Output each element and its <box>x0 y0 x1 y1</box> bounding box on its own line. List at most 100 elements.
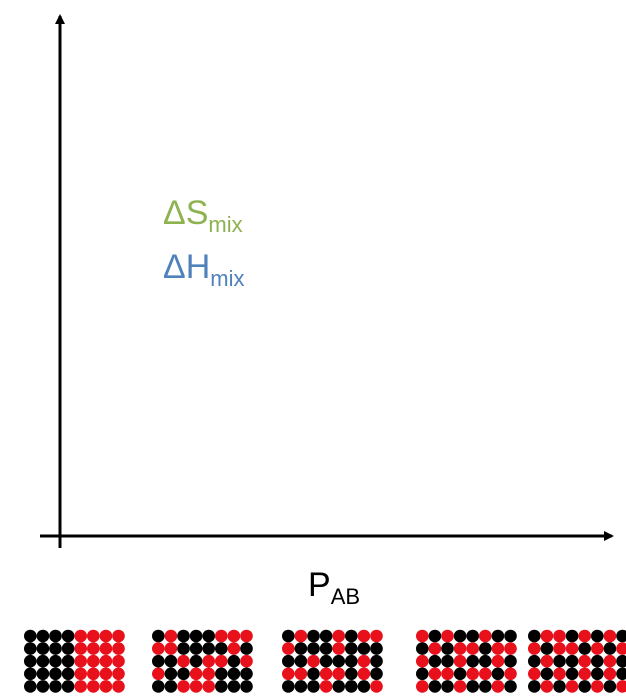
atom <box>165 680 178 693</box>
atom <box>228 630 241 643</box>
atom <box>441 668 454 681</box>
atom <box>416 668 429 681</box>
atom <box>479 655 492 668</box>
atom <box>479 642 492 655</box>
atom <box>74 630 87 643</box>
atom <box>370 668 383 681</box>
atom <box>528 680 541 693</box>
entropy-symbol: ΔS <box>163 194 208 232</box>
atom <box>479 630 492 643</box>
atom <box>282 680 295 693</box>
atom <box>190 642 203 655</box>
atom <box>295 642 308 655</box>
atom <box>215 655 228 668</box>
atom <box>62 668 75 681</box>
atom <box>370 630 383 643</box>
atom <box>282 642 295 655</box>
atom <box>441 655 454 668</box>
atom <box>202 642 215 655</box>
atom <box>591 642 604 655</box>
atom <box>504 642 517 655</box>
atom <box>454 655 467 668</box>
atom <box>100 655 113 668</box>
atom <box>578 642 591 655</box>
atom <box>240 680 253 693</box>
atom <box>320 680 333 693</box>
atom <box>282 668 295 681</box>
atom <box>152 680 165 693</box>
atom <box>604 655 617 668</box>
atom <box>441 630 454 643</box>
atom <box>492 668 505 681</box>
atom <box>553 680 566 693</box>
atom <box>24 642 37 655</box>
atom <box>165 668 178 681</box>
atom <box>332 630 345 643</box>
atom <box>202 668 215 681</box>
atom <box>416 680 429 693</box>
atom <box>190 680 203 693</box>
atom <box>553 630 566 643</box>
atom <box>616 668 626 681</box>
atom <box>591 668 604 681</box>
atom <box>454 642 467 655</box>
atom <box>358 680 371 693</box>
atom <box>49 680 62 693</box>
atom <box>202 655 215 668</box>
atom <box>541 668 554 681</box>
atom <box>307 668 320 681</box>
atom <box>566 655 579 668</box>
atom <box>492 642 505 655</box>
atom <box>295 655 308 668</box>
atom <box>228 655 241 668</box>
atom <box>528 668 541 681</box>
atom <box>553 668 566 681</box>
atom <box>100 630 113 643</box>
atom <box>466 642 479 655</box>
atom <box>100 680 113 693</box>
atom <box>541 655 554 668</box>
atom <box>87 655 100 668</box>
enthalpy-subscript: mix <box>210 266 244 291</box>
atom <box>37 630 50 643</box>
atom <box>504 655 517 668</box>
atom <box>578 630 591 643</box>
atom <box>320 630 333 643</box>
atom <box>345 642 358 655</box>
atom <box>62 630 75 643</box>
atom <box>152 630 165 643</box>
atom <box>62 655 75 668</box>
enthalpy-symbol: ΔH <box>163 248 210 286</box>
atom <box>87 630 100 643</box>
atom <box>112 642 125 655</box>
atom <box>112 655 125 668</box>
atom <box>429 668 442 681</box>
atom <box>152 655 165 668</box>
atom <box>152 668 165 681</box>
atom <box>616 655 626 668</box>
atom <box>504 680 517 693</box>
atom <box>177 630 190 643</box>
atom <box>358 642 371 655</box>
atom <box>165 642 178 655</box>
atom <box>100 668 113 681</box>
atom <box>528 642 541 655</box>
atom <box>152 642 165 655</box>
atom <box>74 668 87 681</box>
atom <box>492 630 505 643</box>
atom <box>295 680 308 693</box>
atom <box>112 680 125 693</box>
atom <box>165 630 178 643</box>
atom <box>466 655 479 668</box>
atom <box>553 642 566 655</box>
atom <box>307 680 320 693</box>
atom <box>416 630 429 643</box>
atom <box>345 680 358 693</box>
atom <box>345 630 358 643</box>
x-axis-subscript: AB <box>331 584 360 609</box>
atom <box>504 668 517 681</box>
atom <box>416 655 429 668</box>
atom <box>215 630 228 643</box>
atom <box>332 680 345 693</box>
atom <box>320 668 333 681</box>
